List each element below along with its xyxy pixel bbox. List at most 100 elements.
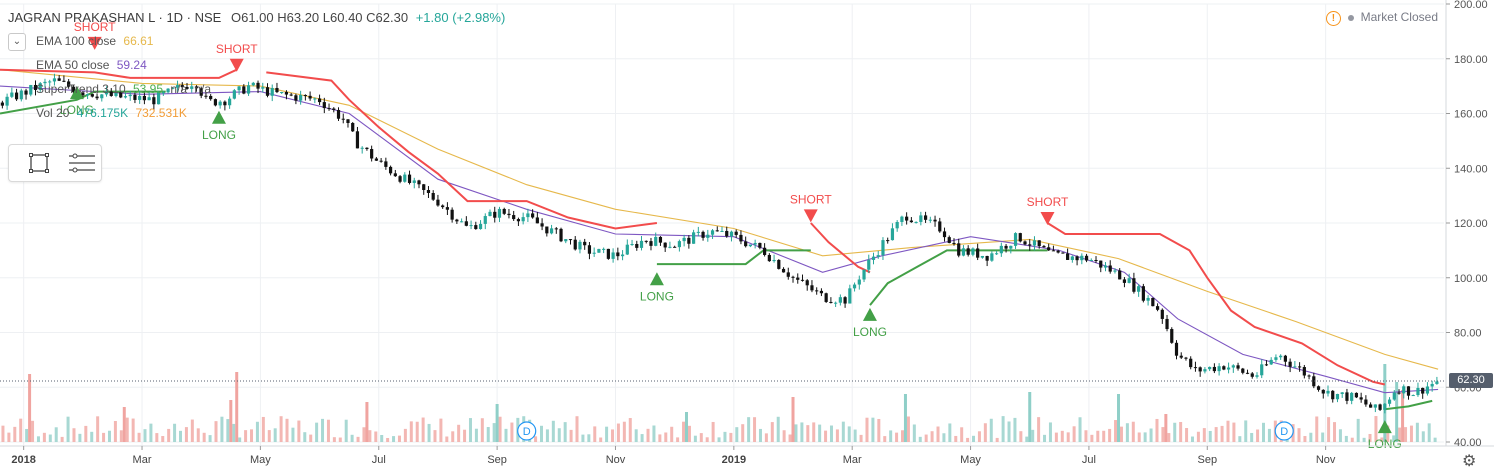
- candle-body: [829, 301, 833, 303]
- rectangle-tool-icon[interactable]: [27, 151, 53, 175]
- volume-bar: [155, 433, 159, 442]
- legend-volume[interactable]: Vol 20 476.175K 732.531K: [36, 106, 187, 120]
- candle-body: [161, 92, 165, 94]
- volume-bar: [1025, 436, 1029, 442]
- volume-bar: [652, 425, 656, 442]
- short-signal-marker: [1040, 212, 1055, 226]
- volume-bar: [581, 434, 585, 442]
- volume-bar: [214, 421, 218, 442]
- candle-body: [441, 205, 445, 208]
- candle-body: [549, 228, 554, 234]
- volume-bar: [267, 430, 271, 442]
- candle-body: [1307, 375, 1311, 377]
- market-status[interactable]: ! Market Closed: [1325, 10, 1438, 26]
- volume-bar: [409, 421, 413, 442]
- candle-body: [1080, 255, 1084, 261]
- candle-body: [280, 92, 284, 94]
- volume-bar: [557, 428, 561, 442]
- volume-bar: [510, 422, 514, 442]
- volume-bar: [131, 418, 135, 442]
- time-axis-label: Jul: [1082, 454, 1096, 466]
- candle-body: [313, 98, 317, 100]
- volume-bar: [912, 424, 916, 442]
- candle-body: [867, 259, 871, 270]
- candle-body: [947, 237, 951, 243]
- volume-bar: [1433, 437, 1437, 442]
- candle-body: [1032, 240, 1037, 246]
- candle-body: [455, 219, 459, 222]
- long-signal-marker: [211, 110, 226, 124]
- candle-body: [199, 88, 203, 96]
- price-axis-label: 80.00: [1454, 328, 1482, 340]
- volume-bar: [670, 426, 674, 442]
- volume-bar: [492, 423, 496, 442]
- volume-bar: [374, 431, 378, 442]
- candle-body: [24, 90, 28, 95]
- candle-body: [1255, 375, 1259, 377]
- volume-bar: [989, 418, 993, 442]
- candle-body: [715, 230, 719, 232]
- volume-bar: [587, 434, 591, 442]
- volume-bar: [202, 432, 206, 442]
- short-signal-label: SHORT: [216, 42, 258, 56]
- volume-bar: [599, 437, 603, 442]
- candle-body: [422, 184, 426, 190]
- volume-bar: [244, 430, 248, 442]
- candle-body: [796, 277, 800, 280]
- volume-bar: [1220, 425, 1224, 442]
- volume-bar: [563, 422, 567, 442]
- volume-bar: [90, 431, 94, 442]
- candle-body: [43, 81, 47, 84]
- volume-bar: [593, 426, 597, 442]
- volume-bar: [196, 428, 200, 442]
- volume-bar: [1125, 423, 1129, 442]
- candle-body: [1250, 373, 1254, 377]
- candle-body: [1070, 256, 1074, 260]
- candle-body: [265, 87, 270, 96]
- volume-bar: [835, 429, 839, 442]
- candle-body: [460, 221, 464, 223]
- candle-body: [1165, 318, 1169, 330]
- legend-ema100[interactable]: EMA 100 close 66.61: [36, 34, 153, 48]
- candle-body: [597, 248, 601, 253]
- volume-bar: [84, 425, 88, 442]
- volume-bar: [1001, 416, 1005, 442]
- candle-body: [1037, 240, 1041, 247]
- candle-body: [284, 92, 289, 95]
- volume-bar: [1161, 427, 1165, 442]
- candle-body: [928, 219, 932, 221]
- supertrend-short-line: [266, 71, 658, 230]
- volume-bar: [78, 433, 82, 442]
- volume-bar: [1137, 432, 1141, 442]
- legend-supertrend[interactable]: SuperTrend 3 10 53.95 n/a n/a: [36, 82, 211, 96]
- volume-bar: [1315, 416, 1319, 442]
- volume-bar: [1155, 418, 1159, 442]
- long-signal-label: LONG: [60, 103, 94, 117]
- candle-body: [942, 231, 947, 238]
- candle-body: [275, 87, 279, 93]
- volume-bar: [883, 436, 887, 442]
- candle-body: [483, 216, 487, 224]
- candle-body: [1354, 392, 1359, 398]
- candle-body: [568, 239, 573, 241]
- volume-bar: [995, 437, 999, 442]
- legend-ema50[interactable]: EMA 50 close 59.24: [36, 58, 147, 72]
- collapse-chevron-icon[interactable]: ⌄: [8, 33, 26, 51]
- candle-body: [119, 92, 123, 98]
- candle-body: [138, 95, 142, 100]
- candle-body: [592, 252, 596, 254]
- volume-bar: [1368, 433, 1372, 442]
- lines-tool-icon[interactable]: [67, 151, 95, 175]
- volume-bar: [1421, 431, 1425, 442]
- settings-gear-icon[interactable]: ⚙: [1462, 453, 1477, 470]
- candle-body: [914, 221, 918, 223]
- volume-bar: [551, 420, 555, 442]
- legend-value: 476.175K: [76, 106, 129, 120]
- volume-bar: [1167, 433, 1171, 442]
- volume-bar: [699, 433, 703, 442]
- volume-bar: [261, 416, 265, 442]
- time-axis-label: Sep: [1197, 454, 1217, 466]
- volume-bar: [273, 428, 277, 442]
